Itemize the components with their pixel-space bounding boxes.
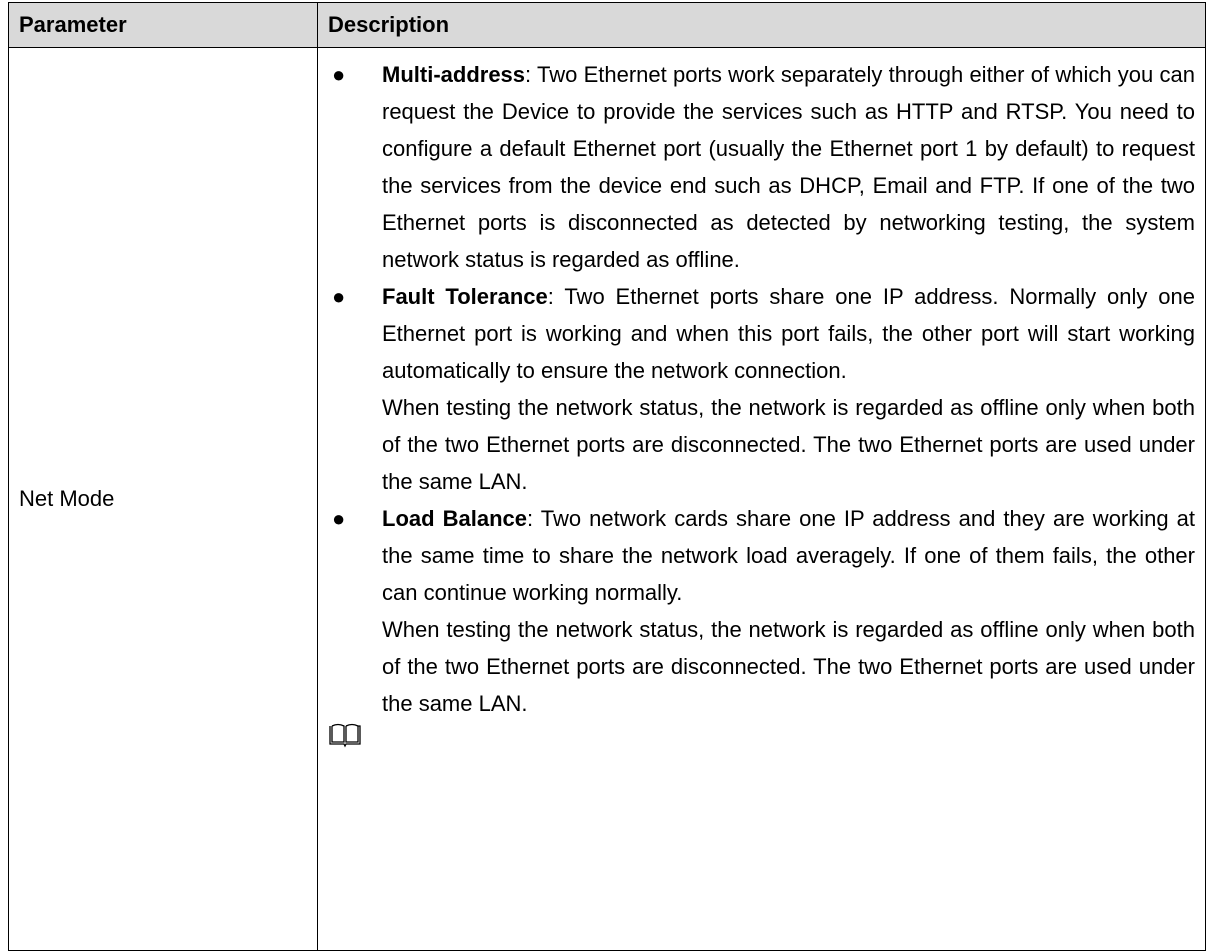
- bullet: ●: [332, 284, 346, 309]
- note-icon: [329, 723, 361, 748]
- parameter-cell: Net Mode: [8, 47, 318, 951]
- bullet: ●: [332, 506, 346, 531]
- header-cell: Description: [317, 2, 1206, 48]
- parameter-table: Parameter Description Net Mode ● Multi-ad…: [8, 2, 1206, 951]
- item-description: : Two Ethernet ports work separately thr…: [382, 62, 1195, 272]
- bullet-item: ● Load Balance: Two network cards share o…: [318, 500, 1195, 722]
- header-row: Parameter Description: [8, 2, 1206, 48]
- item-note: When testing the network status, the net…: [382, 617, 1195, 716]
- item-text: Multi-address: Two Ethernet ports work s…: [382, 56, 1195, 278]
- bullet: ●: [332, 62, 346, 87]
- item-description: : Two network cards share one IP address…: [382, 506, 1196, 605]
- bullet-item: ● Fault Tolerance: Two Ethernet ports sha…: [318, 278, 1195, 500]
- bullet-item: ● Multi-address: Two Ethernet ports work …: [318, 56, 1195, 278]
- bullet-list: ● Multi-address: Two Ethernet ports work …: [318, 48, 1195, 722]
- item-text: Load Balance: Two network cards share on…: [382, 500, 1195, 611]
- body-row: Net Mode ● Multi-address: Two Ethernet po…: [8, 47, 1206, 951]
- item-term: Fault Tolerance: [382, 284, 548, 309]
- item-term: Load Balance: [382, 506, 527, 531]
- item-text: Fault Tolerance: Two Ethernet ports shar…: [382, 278, 1195, 389]
- item-description: : Two Ethernet ports share one IP addres…: [382, 284, 1195, 383]
- item-term: Multi-address: [382, 62, 526, 87]
- header-cell: Parameter: [8, 2, 318, 48]
- item-note: When testing the network status, the net…: [382, 395, 1195, 494]
- description-cell: ● Multi-address: Two Ethernet ports work …: [317, 47, 1206, 951]
